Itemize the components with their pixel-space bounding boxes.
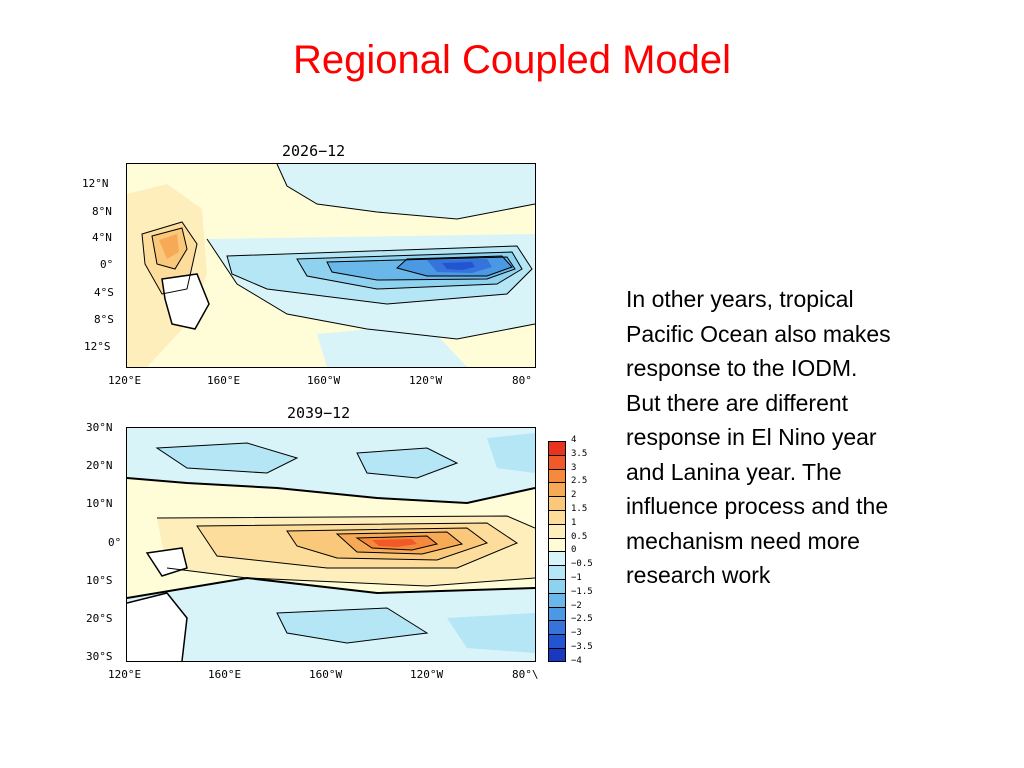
body-line: mechanism need more xyxy=(626,527,860,554)
lat-label: 20°S xyxy=(86,612,113,625)
legend-label: 3 xyxy=(571,462,577,473)
lat-label: 8°N xyxy=(92,205,112,218)
legend-swatch xyxy=(548,592,566,607)
lat-label: 12°N xyxy=(82,177,109,190)
lat-label: 4°N xyxy=(92,231,112,244)
lat-label: 30°N xyxy=(86,421,113,434)
body-line: response to the IODM. xyxy=(626,355,858,381)
legend-label: −1.5 xyxy=(571,586,593,597)
legend-swatch xyxy=(548,578,566,593)
lat-label: 0° xyxy=(108,536,122,549)
lon-label: 160°E xyxy=(208,668,242,681)
lon-label: 80°\ xyxy=(512,668,539,681)
legend-label: −3.5 xyxy=(571,642,593,652)
map-title-2039: 2039−12 xyxy=(287,404,351,422)
body-line: research work xyxy=(626,562,771,588)
body-line: Pacific Ocean also makes xyxy=(626,320,891,347)
body-line: In other years, tropical xyxy=(626,286,854,312)
map-title-2026: 2026−12 xyxy=(282,142,346,160)
legend-swatch xyxy=(548,620,566,635)
legend-label: −2 xyxy=(571,600,582,611)
legend-swatch xyxy=(548,496,566,510)
body-line: But there are different xyxy=(626,389,849,416)
sst-anomaly-map-2026 xyxy=(126,163,536,368)
lat-label: 8°S xyxy=(94,313,114,326)
legend-label: −4 xyxy=(571,655,582,666)
legend-swatch xyxy=(548,482,566,497)
lat-label: 10°S xyxy=(86,574,113,587)
lat-label: 12°S xyxy=(84,340,111,353)
legend-label: 4 xyxy=(571,435,577,445)
legend-label: 3.5 xyxy=(571,448,588,459)
lat-label: 10°N xyxy=(86,497,113,510)
lat-label: 4°S xyxy=(94,286,114,299)
sst-anomaly-map-2039 xyxy=(126,427,536,662)
legend-label: 1 xyxy=(571,517,577,528)
legend-swatch xyxy=(548,551,566,566)
legend-label: 2 xyxy=(571,490,577,501)
legend-swatch xyxy=(548,647,566,662)
legend-label: 0.5 xyxy=(571,531,588,542)
body-line: influence process and the xyxy=(626,493,889,519)
legend-swatch xyxy=(548,606,566,621)
lon-label: 160°W xyxy=(309,668,343,681)
lon-label: 120°W xyxy=(409,374,443,387)
lon-label: 120°W xyxy=(410,668,444,681)
lat-label: 20°N xyxy=(86,459,113,472)
legend-label: 0 xyxy=(571,545,577,556)
legend-label: 2.5 xyxy=(571,476,588,487)
legend-label: −0.5 xyxy=(571,559,593,570)
lon-label: 120°E xyxy=(108,374,142,387)
legend-swatch xyxy=(548,441,566,455)
legend-swatch xyxy=(548,454,566,469)
body-text: In other years, tropical Pacific Ocean a… xyxy=(626,282,1006,593)
sst-anomaly-field-2026 xyxy=(127,164,535,367)
legend-label: 1.5 xyxy=(571,504,588,514)
body-line: response in El Nino year xyxy=(626,424,877,450)
lat-label: 30°S xyxy=(86,650,113,663)
legend-swatch xyxy=(548,468,566,483)
legend-label: −2.5 xyxy=(571,614,593,625)
sst-anomaly-field-2039 xyxy=(127,428,535,661)
lon-label: 120°E xyxy=(108,668,142,681)
legend-swatch xyxy=(548,523,566,538)
legend-swatch xyxy=(548,565,566,579)
color-scale-legend xyxy=(548,441,568,662)
lon-label: 160°W xyxy=(307,374,341,387)
legend-label: −1 xyxy=(571,573,582,583)
legend-swatch xyxy=(548,537,566,552)
lon-label: 160°E xyxy=(207,374,241,387)
legend-swatch xyxy=(548,634,566,648)
legend-label: −3 xyxy=(571,628,582,639)
slide-title: Regional Coupled Model xyxy=(292,38,732,82)
lat-label: 0° xyxy=(100,258,114,271)
legend-swatch xyxy=(548,509,566,524)
lon-label: 80° xyxy=(512,374,532,387)
body-line: and Lanina year. The xyxy=(626,458,842,485)
